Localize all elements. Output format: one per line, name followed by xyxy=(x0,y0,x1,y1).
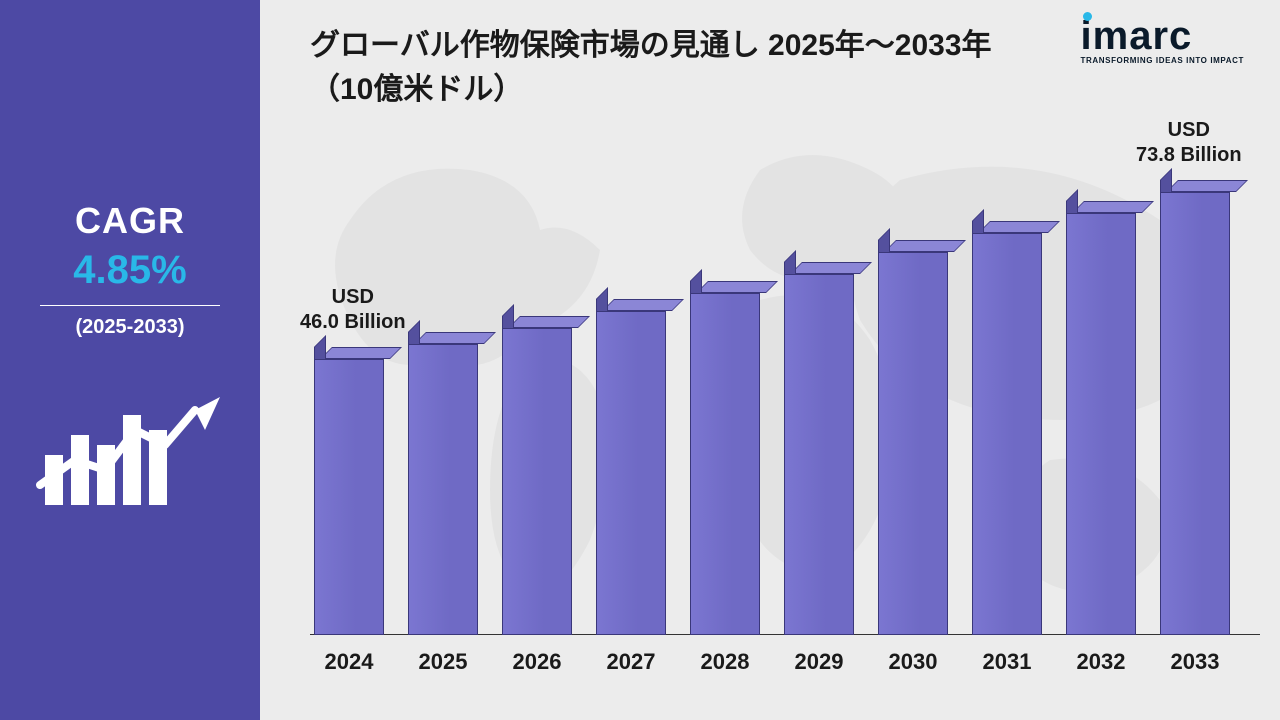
x-axis-label: 2026 xyxy=(492,649,582,675)
cagr-sidebar: CAGR 4.85% (2025-2033) xyxy=(0,0,260,720)
logo-tagline: TRANSFORMING IDEAS INTO IMPACT xyxy=(1081,56,1244,65)
callout-line1: USD xyxy=(1136,118,1242,143)
x-axis-label: 2030 xyxy=(868,649,958,675)
callout-line1: USD xyxy=(300,285,406,310)
chart-title: グローバル作物保険市場の見通し 2025年〜2033年（10億米ドル） xyxy=(310,24,1010,111)
main-panel: グローバル作物保険市場の見通し 2025年〜2033年（10億米ドル） imar… xyxy=(260,0,1280,720)
x-axis-label: 2031 xyxy=(962,649,1052,675)
x-axis-label: 2025 xyxy=(398,649,488,675)
bar-chart: USD 46.0 Billion USD 73.8 Billion 202420… xyxy=(310,155,1260,675)
x-axis-label: 2029 xyxy=(774,649,864,675)
brand-logo: imarc TRANSFORMING IDEAS INTO IMPACT xyxy=(1081,18,1244,65)
cagr-value: 4.85% xyxy=(73,248,186,293)
x-axis-labels: 2024202520262027202820292030203120322033 xyxy=(310,637,1260,675)
callout-line2: 73.8 Billion xyxy=(1136,143,1242,168)
growth-chart-icon xyxy=(35,375,225,520)
cagr-period: (2025-2033) xyxy=(76,316,185,339)
callout-line2: 46.0 Billion xyxy=(300,310,406,335)
x-axis-label: 2024 xyxy=(304,649,394,675)
cagr-label: CAGR xyxy=(75,200,185,242)
x-axis-label: 2028 xyxy=(680,649,770,675)
logo-dot-icon xyxy=(1083,12,1092,21)
page-root: CAGR 4.85% (2025-2033) グローバル作物保険市場の見通し 2… xyxy=(0,0,1280,720)
x-axis-label: 2032 xyxy=(1056,649,1146,675)
last-value-callout: USD 73.8 Billion xyxy=(1136,118,1242,168)
x-axis-label: 2027 xyxy=(586,649,676,675)
x-axis-label: 2033 xyxy=(1150,649,1240,675)
logo-word: imarc xyxy=(1081,18,1244,54)
cagr-divider xyxy=(40,305,220,306)
plot-area: USD 46.0 Billion USD 73.8 Billion xyxy=(310,155,1260,635)
first-value-callout: USD 46.0 Billion xyxy=(300,285,406,335)
